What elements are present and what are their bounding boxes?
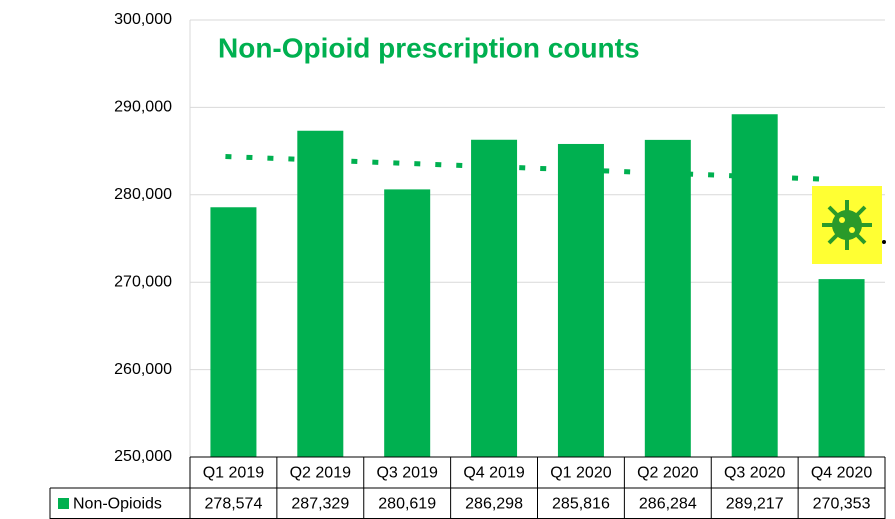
bar	[471, 139, 518, 457]
x-tick-label: Q3 2020	[724, 465, 785, 482]
virus-icon	[812, 186, 886, 264]
bar	[297, 130, 344, 457]
x-tick-label: Q3 2019	[376, 465, 437, 482]
y-tick-label: 260,000	[114, 361, 172, 378]
x-tick-label: Q4 2019	[463, 465, 524, 482]
legend-swatch	[58, 498, 69, 509]
y-tick-label: 270,000	[114, 273, 172, 290]
legend-label: Non-Opioids	[73, 496, 162, 513]
table-value: 286,284	[639, 496, 697, 513]
x-tick-label: Q2 2020	[637, 465, 698, 482]
bar	[731, 114, 778, 458]
x-tick-label: Q1 2019	[203, 465, 264, 482]
table-value: 285,816	[552, 496, 610, 513]
y-tick-label: 250,000	[114, 448, 172, 465]
bar	[210, 207, 257, 457]
y-tick-label: 290,000	[114, 99, 172, 116]
bar	[818, 279, 865, 457]
chart-title: Non-Opioid prescription counts	[218, 32, 640, 63]
table-value: 289,217	[726, 496, 784, 513]
table-value: 286,298	[465, 496, 523, 513]
data-table: Q1 2019 278,574 Q2 2019 287,329 Q3 2019 280,6…	[49, 456, 886, 519]
plot: 250,000 260,000 270,000 280,000 290,000 300,0…	[49, 11, 886, 519]
table-value: 278,574	[205, 496, 263, 513]
x-tick-label: Q1 2020	[550, 465, 611, 482]
table-value: 280,619	[378, 496, 436, 513]
bar	[557, 143, 604, 458]
bar	[644, 139, 691, 457]
table-value: 287,329	[291, 496, 349, 513]
y-tick-label: 280,000	[114, 186, 172, 203]
trendline	[225, 154, 834, 183]
x-tick-label: Q2 2019	[290, 465, 351, 482]
y-tick-label: 300,000	[114, 11, 172, 28]
x-tick-label: Q4 2020	[811, 465, 872, 482]
table-value: 270,353	[813, 496, 871, 513]
bar	[384, 189, 431, 457]
